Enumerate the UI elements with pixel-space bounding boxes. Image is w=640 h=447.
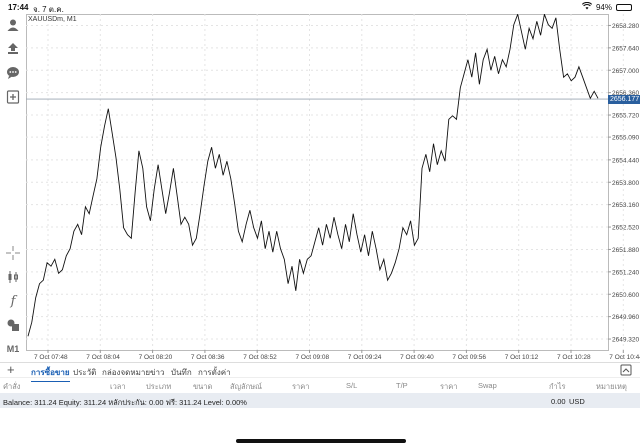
col-volume: ขนาด (193, 382, 213, 391)
col-type: ประเภท (146, 382, 172, 391)
chat-icon[interactable] (5, 65, 21, 81)
status-date: จ. 7 ต.ค. (33, 5, 64, 14)
tab-journal[interactable]: บันทึก (171, 368, 192, 377)
current-price-tag: 2656.177 (608, 94, 640, 104)
trade-icon[interactable] (5, 41, 21, 57)
x-tick-label: 7 Oct 10:28 (557, 354, 591, 361)
y-tick-label: 2652.520 (612, 225, 639, 232)
x-tick-label: 7 Oct 09:56 (452, 354, 486, 361)
balance-profit: 0.00 (551, 397, 566, 406)
chart-toolbar: f M1 (0, 14, 26, 354)
add-icon[interactable]: + (7, 362, 15, 377)
y-tick-label: 2656.360 (612, 90, 639, 97)
account-icon[interactable] (5, 17, 21, 33)
x-tick-label: 7 Oct 10:44 (609, 354, 640, 361)
x-tick-label: 7 Oct 09:40 (400, 354, 434, 361)
new-order-icon[interactable] (5, 89, 21, 105)
terminal-tabs: + การซื้อขาย ประวัติ กล่องจดหมาย ข่าว บั… (0, 362, 640, 382)
x-tick-label: 7 Oct 09:24 (348, 354, 382, 361)
panel-settings-icon[interactable] (620, 364, 632, 376)
chart-symbol-label: XAUUSDm, M1 (28, 16, 77, 23)
col-time: เวลา (110, 382, 126, 391)
tab-news[interactable]: ข่าว (150, 368, 165, 377)
tab-mailbox[interactable]: กล่องจดหมาย (102, 368, 151, 377)
indicator-f-icon[interactable]: f (10, 293, 16, 309)
y-tick-label: 2650.600 (612, 292, 639, 299)
tab-trade[interactable]: การซื้อขาย (31, 368, 70, 382)
y-tick-label: 2651.880 (612, 247, 639, 254)
price-line-series (27, 14, 599, 337)
y-tick-label: 2657.640 (612, 45, 639, 52)
col-sl: S/L (346, 381, 358, 390)
x-tick-label: 7 Oct 07:48 (34, 354, 68, 361)
x-tick-label: 7 Oct 08:04 (86, 354, 120, 361)
crosshair-icon[interactable] (5, 245, 21, 261)
col-comment: หมายเหตุ (596, 382, 627, 391)
chart-svg: 2658.280 2657.640 2657.000 2656.360 2655.720… (26, 14, 640, 361)
y-tick-label: 2655.720 (612, 113, 639, 120)
x-tick-label: 7 Oct 08:36 (191, 354, 225, 361)
y-tick-label: 2649.320 (612, 337, 639, 344)
battery-percent: 94% (595, 2, 612, 12)
orders-table-header: คำสั่ง เวลา ประเภท ขนาด สัญลักษณ์ ราคา S… (0, 377, 640, 391)
status-bar: 17:44 จ. 7 ต.ค. 94% (0, 0, 640, 14)
x-tick-label: 7 Oct 08:52 (243, 354, 277, 361)
objects-icon[interactable] (5, 317, 21, 333)
col-symbol: สัญลักษณ์ (230, 382, 263, 391)
y-tick-label: 2658.280 (612, 23, 639, 30)
x-tick-label: 7 Oct 09:08 (296, 354, 330, 361)
home-indicator (236, 439, 406, 443)
col-order: คำสั่ง (3, 382, 21, 391)
timeframe-m1-icon[interactable]: M1 (6, 344, 20, 354)
tab-settings[interactable]: การตั้งค่า (198, 368, 231, 377)
col-current-price: ราคา (440, 382, 458, 391)
price-chart[interactable]: 2658.280 2657.640 2657.000 2656.360 2655.720… (26, 14, 640, 362)
status-right: 94% (581, 1, 632, 12)
balance-currency: USD (569, 397, 585, 406)
tab-history[interactable]: ประวัติ (73, 368, 97, 377)
battery-icon (616, 3, 632, 11)
y-tick-label: 2657.000 (612, 68, 639, 75)
candlestick-icon[interactable] (5, 269, 21, 285)
balance-row: Balance: 311.24 Equity: 311.24 หลักประกั… (0, 393, 640, 408)
wifi-icon (581, 1, 593, 12)
y-tick-label: 2653.800 (612, 180, 639, 187)
x-tick-label: 7 Oct 10:12 (505, 354, 539, 361)
status-time: 17:44 (8, 3, 29, 12)
y-tick-label: 2653.160 (612, 202, 639, 209)
balance-summary: Balance: 311.24 Equity: 311.24 หลักประกั… (3, 398, 247, 407)
col-profit: กำไร (549, 382, 566, 391)
y-tick-label: 2651.240 (612, 269, 639, 276)
y-tick-label: 2649.960 (612, 314, 639, 321)
col-price: ราคา (292, 382, 310, 391)
col-tp: T/P (396, 381, 408, 390)
y-tick-label: 2654.440 (612, 157, 639, 164)
x-tick-label: 7 Oct 08:20 (139, 354, 173, 361)
y-tick-label: 2655.090 (612, 135, 639, 142)
col-swap: Swap (478, 381, 497, 390)
